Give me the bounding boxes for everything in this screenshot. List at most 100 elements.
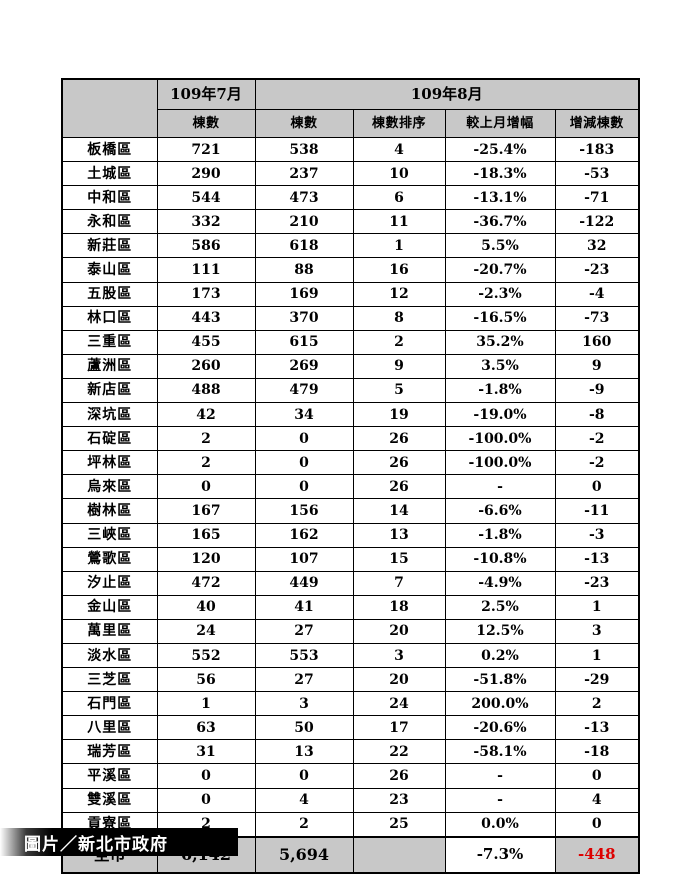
prev-month-count: 0 (156, 787, 256, 813)
change-percent: -100.0% (444, 426, 556, 452)
table-row: 三峽區 165 162 13 -1.8% -3 (61, 522, 640, 548)
header-curr-count: 棟數 (254, 109, 354, 138)
curr-month-count: 107 (254, 546, 354, 572)
prev-month-count: 56 (156, 667, 256, 693)
change-percent: 5.5% (444, 233, 556, 259)
curr-month-count: 50 (254, 715, 354, 741)
change-count: 1 (554, 594, 640, 620)
district-name: 石門區 (61, 691, 158, 717)
table-row: 雙溪區 0 4 23-4 (61, 787, 640, 813)
curr-month-count: 41 (254, 594, 354, 620)
prev-month-count: 586 (156, 233, 256, 259)
table-row: 汐止區 472 449 7 -4.9% -23 (61, 570, 640, 596)
prev-month-count: 165 (156, 522, 256, 548)
table-body: 板橋區 721 538 4 -25.4% -183 土城區 290 237 10 -18.3% -53… (61, 136, 640, 874)
table-row: 土城區 290 237 10 -18.3% -53 (61, 161, 640, 187)
table-row: 蘆洲區 260 269 9 3.5% 9 (61, 353, 640, 379)
prev-month-count: 167 (156, 498, 256, 524)
district-name: 泰山區 (61, 257, 158, 283)
change-percent: -25.4% (444, 136, 556, 163)
change-count: 1 (554, 642, 640, 669)
prev-month-count: 42 (156, 402, 256, 428)
change-count: -183 (554, 136, 640, 163)
rank-value: 26 (352, 426, 446, 452)
rank-value: 11 (352, 209, 446, 235)
rank-value: 19 (352, 402, 446, 428)
change-percent: -1.8% (444, 377, 556, 404)
change-count: -13 (554, 715, 640, 741)
change-count: -53 (554, 161, 640, 187)
change-percent: -4.9% (444, 570, 556, 596)
header-prev-month: 109年7月 (156, 78, 256, 110)
curr-month-count: 0 (254, 474, 354, 500)
change-percent: -16.5% (444, 305, 556, 331)
prev-month-count: 0 (156, 474, 256, 500)
district-name: 三重區 (61, 329, 158, 355)
change-percent: -36.7% (444, 209, 556, 235)
curr-month-count: 27 (254, 667, 354, 693)
change-percent: 3.5% (444, 353, 556, 379)
rank-value: 10 (352, 161, 446, 187)
change-count: 160 (554, 329, 640, 355)
change-percent: 0.2% (444, 642, 556, 669)
change-count: 0 (554, 474, 640, 500)
curr-month-count: 156 (254, 498, 354, 524)
change-percent: -1.8% (444, 522, 556, 548)
table-row: 金山區 40 41 18 2.5% 1 (61, 594, 640, 620)
table-row: 深坑區 42 34 19 -19.0% -8 (61, 402, 640, 428)
prev-month-count: 472 (156, 570, 256, 596)
change-percent: 200.0% (444, 691, 556, 717)
change-count: -71 (554, 185, 640, 211)
curr-month-count: 553 (254, 642, 354, 669)
table-row: 三芝區 56 27 20 -51.8% -29 (61, 667, 640, 693)
table-row: 板橋區 721 538 4 -25.4% -183 (61, 136, 640, 163)
rank-value: 2 (352, 329, 446, 355)
rank-value: 8 (352, 305, 446, 331)
district-name: 五股區 (61, 281, 158, 307)
table-row: 淡水區 552 553 3 0.2% 1 (61, 642, 640, 669)
curr-month-count: 479 (254, 377, 354, 404)
prev-month-count: 173 (156, 281, 256, 307)
rank-value: 26 (352, 763, 446, 789)
table-row: 八里區 63 50 17 -20.6% -13 (61, 715, 640, 741)
change-count: -3 (554, 522, 640, 548)
change-count: -2 (554, 450, 640, 476)
table-row: 永和區 332 210 11 -36.7% -122 (61, 209, 640, 235)
change-percent: 0.0% (444, 811, 556, 838)
change-percent: -100.0% (444, 450, 556, 476)
change-count: -29 (554, 667, 640, 693)
rank-value: 26 (352, 474, 446, 500)
header-rank: 棟數排序 (352, 109, 446, 138)
curr-month-count: 88 (254, 257, 354, 283)
total-change-percent: -7.3% (444, 835, 556, 874)
header-group-row: 109年7月 109年8月 (61, 78, 640, 138)
change-percent: - (444, 763, 556, 789)
prev-month-count: 260 (156, 353, 256, 379)
rank-value: 26 (352, 450, 446, 476)
rank-value: 22 (352, 739, 446, 765)
table-row: 泰山區 111 88 16 -20.7% -23 (61, 257, 640, 283)
rank-value: 6 (352, 185, 446, 211)
curr-month-count: 169 (254, 281, 354, 307)
rank-value: 1 (352, 233, 446, 259)
rank-value: 7 (352, 570, 446, 596)
district-name: 淡水區 (61, 642, 158, 669)
total-curr-month-count: 5,694 (254, 835, 354, 874)
district-name: 新莊區 (61, 233, 158, 259)
district-name: 蘆洲區 (61, 353, 158, 379)
rank-value: 15 (352, 546, 446, 572)
district-name: 三芝區 (61, 667, 158, 693)
statistics-table-container: 109年7月 109年8月 棟數 棟數 棟數排序 較上月增幅 增減棟數 板橋區 7… (61, 78, 640, 874)
prev-month-count: 552 (156, 642, 256, 669)
district-name: 中和區 (61, 185, 158, 211)
curr-month-count: 27 (254, 618, 354, 644)
change-percent: -10.8% (444, 546, 556, 572)
curr-month-count: 370 (254, 305, 354, 331)
total-change-count: -448 (554, 835, 640, 874)
district-name: 深坑區 (61, 402, 158, 428)
curr-month-count: 538 (254, 136, 354, 163)
change-count: -73 (554, 305, 640, 331)
change-percent: -2.3% (444, 281, 556, 307)
district-name: 瑞芳區 (61, 739, 158, 765)
change-percent: -13.1% (444, 185, 556, 211)
